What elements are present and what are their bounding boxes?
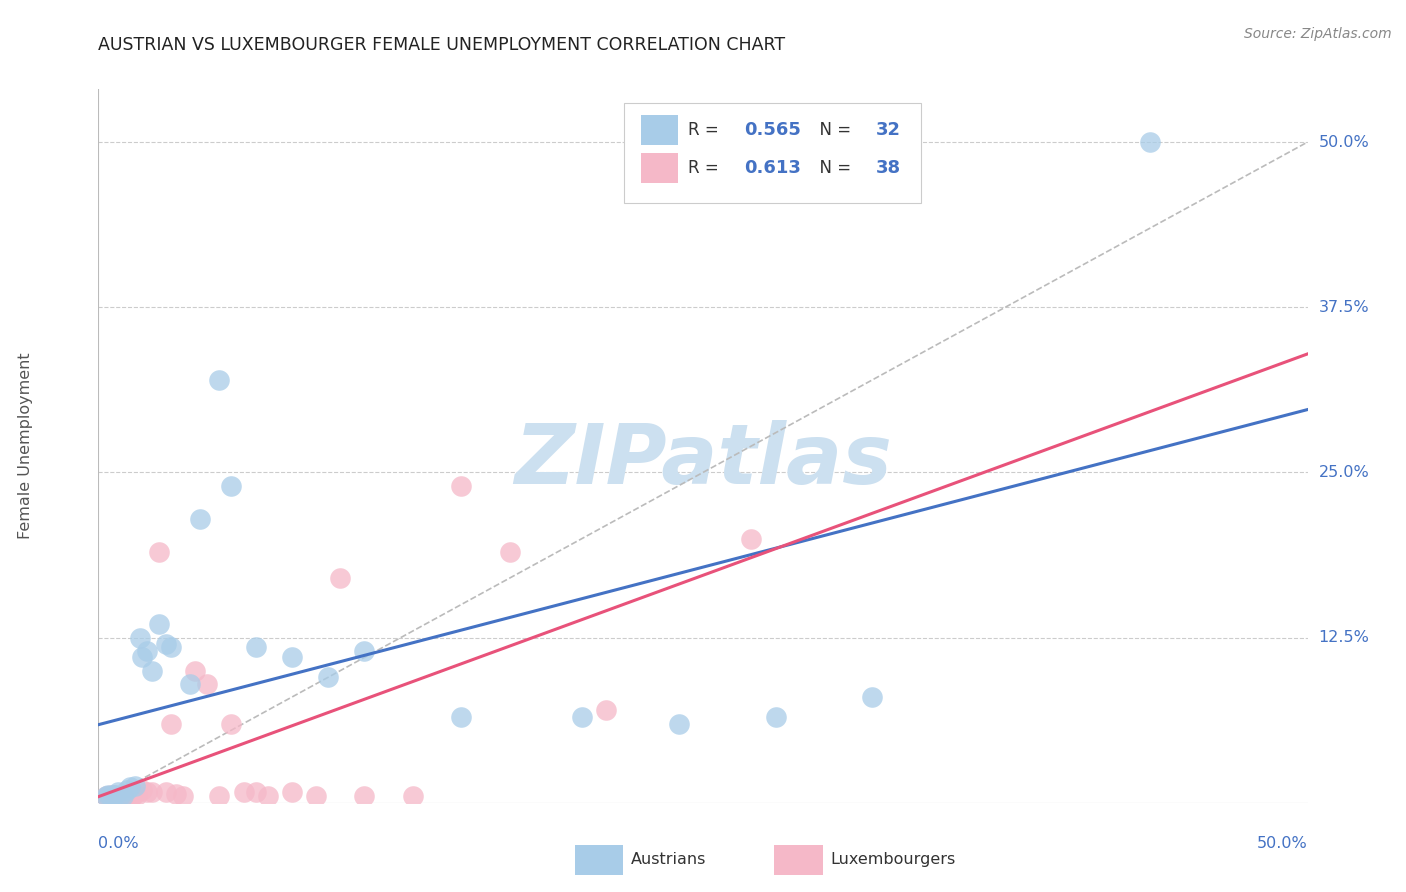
Point	[148, 617, 170, 632]
Text: 32: 32	[876, 121, 901, 139]
Point	[256, 789, 278, 804]
Point	[127, 788, 149, 802]
Point	[124, 779, 146, 793]
Point	[1139, 135, 1161, 149]
Point	[221, 716, 243, 731]
Point	[281, 785, 304, 799]
FancyBboxPatch shape	[641, 153, 678, 183]
Text: 12.5%: 12.5%	[1319, 630, 1369, 645]
Point	[208, 789, 231, 804]
Point	[668, 716, 690, 731]
Point	[141, 664, 163, 678]
Point	[595, 703, 617, 717]
Point	[111, 788, 134, 802]
Text: N =: N =	[810, 159, 856, 177]
Point	[97, 789, 120, 804]
Text: N =: N =	[810, 121, 856, 139]
Text: 25.0%: 25.0%	[1319, 465, 1369, 480]
Text: Luxembourgers: Luxembourgers	[830, 853, 955, 867]
Point	[94, 789, 117, 804]
Point	[108, 789, 131, 804]
Point	[148, 545, 170, 559]
Text: 0.565: 0.565	[744, 121, 801, 139]
Text: 50.0%: 50.0%	[1319, 135, 1369, 150]
Point	[155, 637, 177, 651]
Point	[124, 787, 146, 801]
Text: ZIPatlas: ZIPatlas	[515, 420, 891, 500]
Point	[131, 650, 153, 665]
Point	[172, 789, 194, 804]
Point	[450, 710, 472, 724]
Text: Female Unemployment: Female Unemployment	[18, 352, 34, 540]
Text: AUSTRIAN VS LUXEMBOURGER FEMALE UNEMPLOYMENT CORRELATION CHART: AUSTRIAN VS LUXEMBOURGER FEMALE UNEMPLOY…	[98, 36, 786, 54]
FancyBboxPatch shape	[641, 115, 678, 145]
Point	[104, 788, 127, 802]
Text: Austrians: Austrians	[630, 853, 706, 867]
Point	[111, 789, 134, 804]
Point	[353, 789, 375, 804]
FancyBboxPatch shape	[575, 845, 623, 875]
Point	[498, 545, 520, 559]
Text: Source: ZipAtlas.com: Source: ZipAtlas.com	[1244, 27, 1392, 41]
Point	[108, 789, 131, 804]
Point	[101, 789, 124, 804]
Point	[305, 789, 328, 804]
Point	[184, 664, 207, 678]
Point	[117, 789, 139, 804]
Point	[740, 532, 762, 546]
Point	[128, 631, 150, 645]
Point	[160, 640, 183, 654]
Point	[94, 789, 117, 804]
Point	[245, 640, 267, 654]
Point	[117, 782, 139, 797]
Text: 50.0%: 50.0%	[1257, 836, 1308, 851]
Text: 0.613: 0.613	[744, 159, 801, 177]
Point	[179, 677, 201, 691]
Point	[118, 788, 141, 802]
Text: 0.0%: 0.0%	[98, 836, 139, 851]
Point	[160, 716, 183, 731]
Point	[450, 478, 472, 492]
FancyBboxPatch shape	[624, 103, 921, 203]
Point	[329, 571, 352, 585]
Point	[165, 787, 187, 801]
Point	[221, 478, 243, 492]
Point	[353, 644, 375, 658]
Text: 37.5%: 37.5%	[1319, 300, 1369, 315]
Point	[121, 789, 143, 804]
Point	[131, 782, 153, 797]
Point	[135, 785, 157, 799]
Point	[135, 644, 157, 658]
Point	[97, 788, 120, 802]
Point	[114, 789, 136, 804]
Point	[104, 788, 127, 802]
FancyBboxPatch shape	[775, 845, 823, 875]
Point	[100, 789, 122, 804]
Point	[232, 785, 254, 799]
Point	[195, 677, 218, 691]
Point	[245, 785, 267, 799]
Point	[765, 710, 787, 724]
Point	[101, 788, 124, 802]
Point	[155, 785, 177, 799]
Point	[402, 789, 425, 804]
Point	[188, 511, 211, 525]
Point	[208, 373, 231, 387]
Point	[141, 785, 163, 799]
Point	[107, 789, 129, 804]
Text: 38: 38	[876, 159, 901, 177]
Point	[571, 710, 593, 724]
Point	[860, 690, 883, 704]
Point	[107, 785, 129, 799]
Point	[118, 780, 141, 794]
Point	[281, 650, 304, 665]
Text: R =: R =	[689, 159, 724, 177]
Point	[316, 670, 339, 684]
Point	[100, 788, 122, 802]
Text: R =: R =	[689, 121, 724, 139]
